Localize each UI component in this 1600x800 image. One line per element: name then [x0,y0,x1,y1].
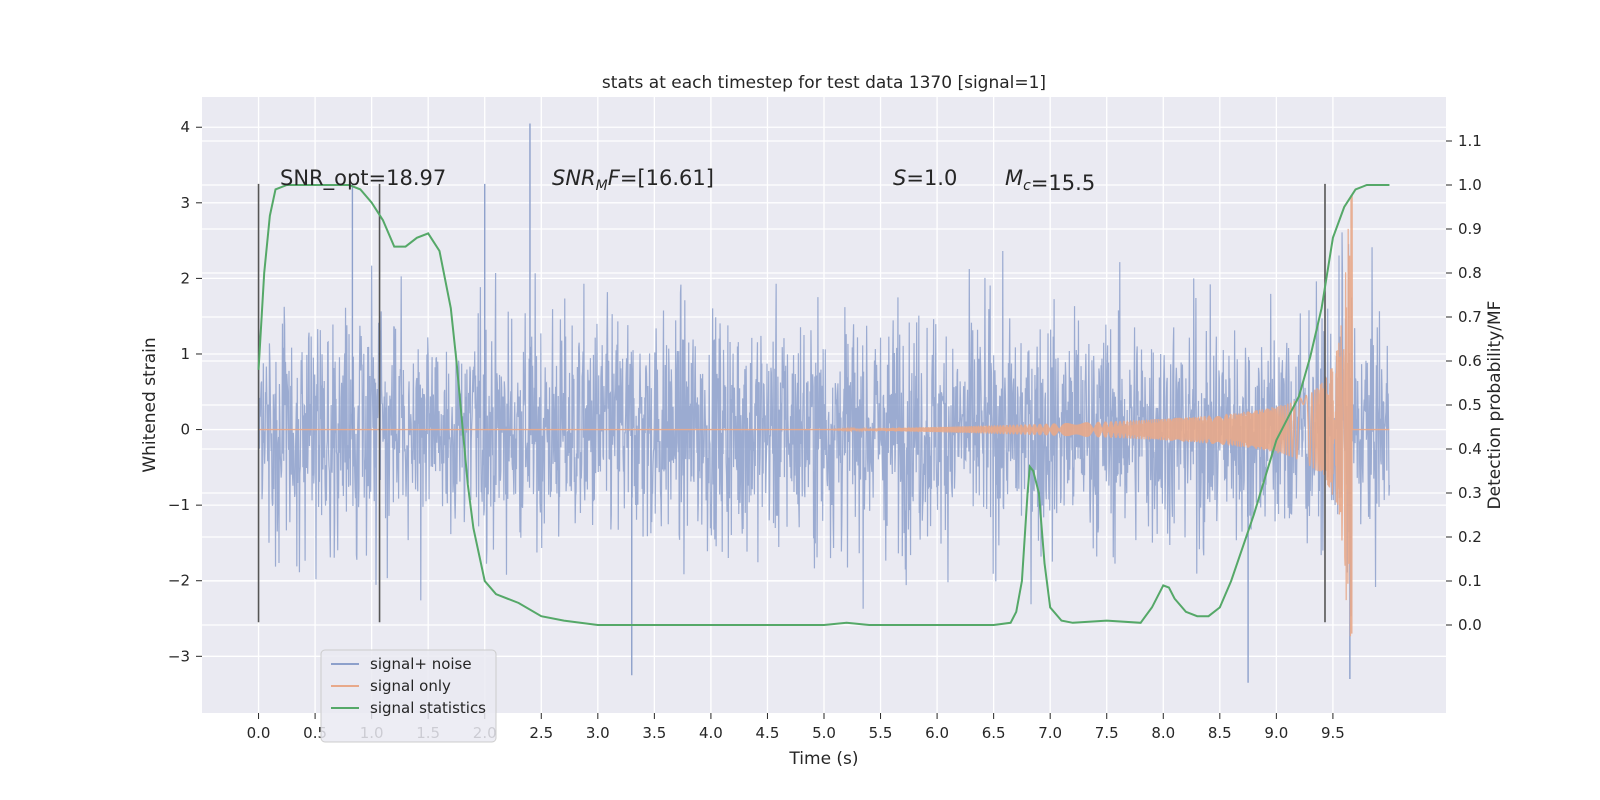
x-tick-label: 6.5 [982,724,1006,742]
x-tick-label: 2.5 [529,724,553,742]
x-tick-label: 3.5 [642,724,666,742]
y-right-tick-label: 0.7 [1458,308,1482,326]
y-right-tick-label: 0.2 [1458,528,1482,546]
noise-trace [257,232,1391,617]
annotations: SNR_opt=18.97 SNRMF=[16.61] S=1.0 Mc=15.5 [280,166,1095,195]
x-tick-label: 7.0 [1038,724,1062,742]
statistics-line [257,184,1390,626]
y-right-tick-label: 0.5 [1458,396,1482,414]
y-right-tick-label: 0.8 [1458,264,1482,282]
annotation: SNRMF=[16.61] [552,166,714,194]
y-right-tick-label: 0.3 [1458,484,1482,502]
x-tick-label: 5.0 [812,724,836,742]
x-tick-label: 4.0 [699,724,723,742]
x-tick-label: 8.5 [1208,724,1232,742]
y-right-tick-label: 0.4 [1458,440,1482,458]
y-tick-label: 0 [180,421,190,439]
x-tick-label: 9.5 [1321,724,1345,742]
x-tick-label: 6.0 [925,724,949,742]
annotation: S=1.0 [893,166,957,190]
y-axis-label: Whitened strain [140,337,160,472]
signal-trace [258,195,1390,637]
y-tick-label: −1 [168,496,190,514]
y-tick-label: −3 [168,647,190,665]
legend-label: signal statistics [370,699,486,717]
x-tick-label: 7.5 [1095,724,1119,742]
x-axis-label: Time (s) [788,749,858,769]
series-signal-only [258,195,1390,637]
y-tick-label: 4 [180,118,190,136]
y-right-tick-label: 1.0 [1458,176,1482,194]
x-tick-label: 4.5 [756,724,780,742]
y-tick-label: 2 [180,269,190,287]
legend-box [320,649,497,743]
series-signal-statistics [257,184,1390,626]
y-right-tick-label: 0.0 [1458,616,1482,634]
x-tick-label: 0.0 [247,724,271,742]
vertical-markers [257,183,1326,623]
x-tick-label: 3.0 [586,724,610,742]
y-right-tick-label: 0.6 [1458,352,1482,370]
legend: signal+ noise signal only signal statistic… [320,649,497,743]
y-right-tick-label: 1.1 [1458,132,1482,150]
chart-title: stats at each timestep for test data 137… [602,73,1046,93]
y-tick-label: 3 [180,194,190,212]
y-tick-label: −2 [168,572,190,590]
y-axis-right-label: Detection probability/MF [1485,301,1505,510]
x-tick-label: 9.0 [1264,724,1288,742]
annotation: Mc=15.5 [1005,166,1095,195]
annotation: SNR_opt=18.97 [280,166,446,191]
x-tick-label: 8.0 [1151,724,1175,742]
x-tick-label: 5.5 [869,724,893,742]
y-right-tick-label: 0.1 [1458,572,1482,590]
legend-label: signal only [370,677,451,695]
y-tick-label: 1 [180,345,190,363]
legend-label: signal+ noise [370,655,472,673]
y-right-tick-label: 0.9 [1458,220,1482,238]
